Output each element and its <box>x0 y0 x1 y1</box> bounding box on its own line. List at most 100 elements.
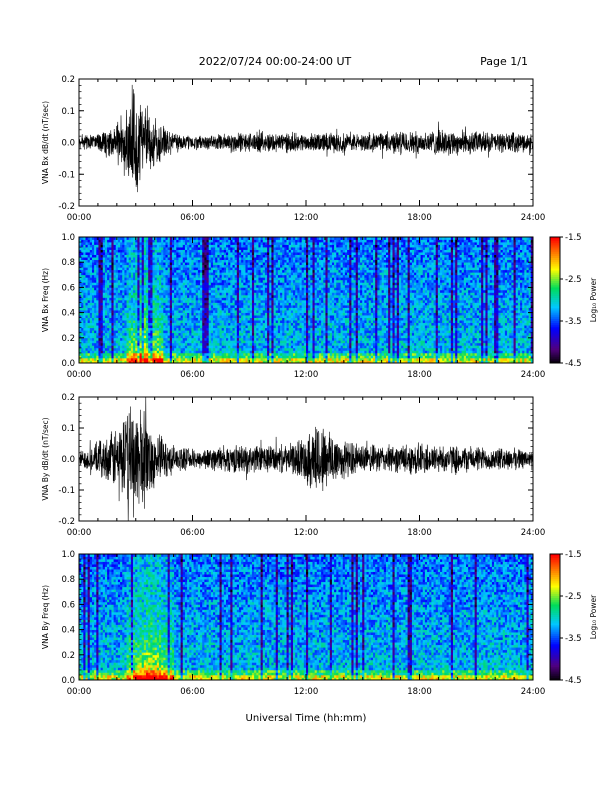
bx-spec-cell <box>115 272 119 276</box>
bx-spec-cell <box>197 357 201 361</box>
bx-spec-cell <box>126 262 130 266</box>
bx-spec-cell <box>187 237 190 240</box>
bx-spec-cell <box>230 305 233 308</box>
bx-spec-cell <box>117 330 121 334</box>
bx-spec-cell <box>247 262 251 266</box>
bx-spec-cell <box>197 340 201 344</box>
bx-spec-cell <box>102 327 106 331</box>
bx-spec-cell <box>126 325 130 329</box>
bx-spec-cell <box>271 350 274 354</box>
bx-spec-cell <box>91 249 95 253</box>
bx-spec-cell <box>158 342 162 346</box>
bx-spec-cell <box>286 340 290 344</box>
bx-spec-cell <box>81 259 84 263</box>
bx-spec-cell <box>154 327 158 331</box>
bx-spec-cell <box>152 262 156 266</box>
bx-spec-cell <box>126 257 130 261</box>
bx-spec-cell <box>137 305 140 308</box>
bx-spec-cell <box>193 277 197 281</box>
bx-spec-cell <box>286 337 290 341</box>
bx-spec-cell <box>184 239 188 243</box>
bx-spec-cell <box>154 259 158 263</box>
bx-spec-cell <box>195 279 199 283</box>
bx-spec-cell <box>243 259 246 263</box>
bx-spec-cell <box>267 252 270 255</box>
bx-spec-cell <box>113 350 117 354</box>
bx-spec-cell <box>96 350 99 354</box>
bx-spec-cell <box>174 297 177 301</box>
bx-spec-cell <box>195 252 199 255</box>
bx-spec-cell <box>256 325 259 329</box>
bx-spec-cell <box>156 327 160 331</box>
bx-spec-cell <box>137 294 140 298</box>
bx-spec-cell <box>277 357 281 361</box>
bx-spec-cell <box>89 254 93 258</box>
bx-spec-cell <box>146 252 149 255</box>
bx-spec-cell <box>130 310 134 313</box>
bx-spec-cell <box>161 315 164 318</box>
bx-spec-cell <box>117 337 121 341</box>
bx-spec-cell <box>221 244 225 248</box>
bx-spec-cell <box>238 284 242 288</box>
bx-spec-cell <box>165 312 168 316</box>
bx-spec-cell <box>286 247 290 250</box>
bx-spec-cell <box>251 237 255 240</box>
bx-spec-cell <box>146 322 149 326</box>
bx-spec-cell <box>148 259 151 263</box>
bx-spec-cell <box>236 294 240 298</box>
bx-spec-cell <box>91 310 95 313</box>
bx-spec-cell <box>254 294 257 298</box>
bx-spec-cell <box>115 317 119 321</box>
bx-spec-cell <box>269 267 272 271</box>
bx-spec-cell <box>200 342 203 346</box>
bx-spec-cell <box>139 355 143 359</box>
bx-spec-cell <box>213 335 216 339</box>
bx-spec-cell <box>210 337 214 341</box>
bx-spec-cell <box>87 274 91 278</box>
bx-spec-cell <box>275 259 279 263</box>
bx-spec-cell <box>288 302 292 306</box>
bx-spec-cell <box>89 315 93 318</box>
bx-spec-cell <box>264 345 268 349</box>
bx-spec-cell <box>137 302 140 306</box>
bx-spec-cell <box>228 312 231 316</box>
bx-spec-cell <box>238 252 242 255</box>
bx-spec-cell <box>111 279 114 283</box>
bx-spec-cell <box>113 257 117 261</box>
bx-spec-cell <box>146 327 149 331</box>
bx-spec-cell <box>197 297 201 301</box>
bx-spec-cell <box>256 307 259 311</box>
bx-spec-cell <box>282 352 285 356</box>
bx-spec-cell <box>100 252 104 255</box>
bx-spec-cell <box>113 322 117 326</box>
bx-spec-cell <box>208 272 212 276</box>
bx-spec-cell <box>152 317 156 321</box>
bx-spec-cell <box>100 340 104 344</box>
bx-spec-cell <box>154 322 158 326</box>
bx-spec-cell <box>111 247 114 250</box>
bx-spec-cell <box>174 315 177 318</box>
bx-spec-cell <box>133 310 136 313</box>
bx-spec-cell <box>141 337 145 341</box>
bx-spec-cell <box>120 350 123 354</box>
bx-spec-cell <box>234 312 238 316</box>
bx-spec-cell <box>280 350 283 354</box>
bx-spec-cell <box>104 312 108 316</box>
bx-spec-cell <box>156 317 160 321</box>
bx-spec-cell <box>117 257 121 261</box>
bx-spec-cell <box>91 264 95 268</box>
bx-spec-cell <box>243 327 246 331</box>
bx-spec-cell <box>115 287 119 291</box>
bx-spec-cell <box>184 337 188 341</box>
bx-spec-cell <box>195 352 199 356</box>
bx-spec-cell <box>120 239 123 243</box>
bx-spec-cell <box>206 352 210 356</box>
bx-spec-cell <box>141 347 145 351</box>
bx-spec-cell <box>200 350 203 354</box>
bx-spec-cell <box>208 262 212 266</box>
bx-spec-cell <box>256 277 259 281</box>
bx-spec-cell <box>133 302 136 306</box>
bx-spec-cell <box>197 272 201 276</box>
bx-spec-cell <box>245 284 248 288</box>
bx-spec-cell <box>135 320 138 324</box>
